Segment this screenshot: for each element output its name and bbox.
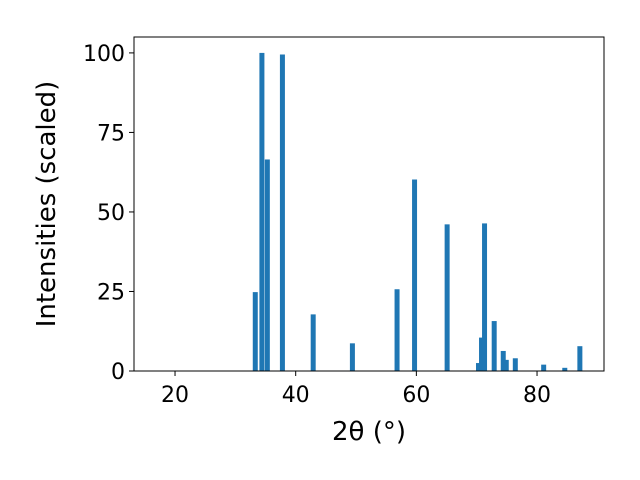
bar: [279, 54, 285, 371]
bar: [310, 314, 316, 371]
bar: [562, 367, 568, 371]
bar: [512, 358, 518, 371]
bar: [264, 159, 270, 371]
bar: [259, 52, 265, 372]
y-tick-label: 0: [111, 360, 125, 385]
bar: [444, 224, 450, 371]
x-tick-label: 60: [402, 383, 430, 408]
y-tick-label: 75: [97, 121, 125, 146]
x-tick-label: 40: [282, 383, 310, 408]
plot-frame: [133, 36, 605, 372]
bar: [503, 359, 509, 371]
bar: [479, 337, 485, 371]
bar: [491, 321, 497, 371]
x-tick-label: 80: [523, 383, 551, 408]
y-tick-label: 25: [97, 280, 125, 305]
bar: [482, 223, 488, 371]
bar: [476, 363, 482, 371]
y-tick-label: 50: [97, 201, 125, 226]
bar: [252, 292, 258, 371]
bar: [541, 364, 547, 371]
x-axis-label: 2θ (°): [332, 417, 406, 447]
bar: [412, 179, 418, 371]
bar: [577, 346, 583, 371]
bar: [500, 350, 506, 371]
bar: [349, 343, 355, 371]
x-tick-label: 20: [161, 383, 189, 408]
y-tick-label: 100: [83, 42, 125, 67]
bar: [394, 289, 400, 371]
y-axis-label: Intensities (scaled): [32, 81, 62, 328]
